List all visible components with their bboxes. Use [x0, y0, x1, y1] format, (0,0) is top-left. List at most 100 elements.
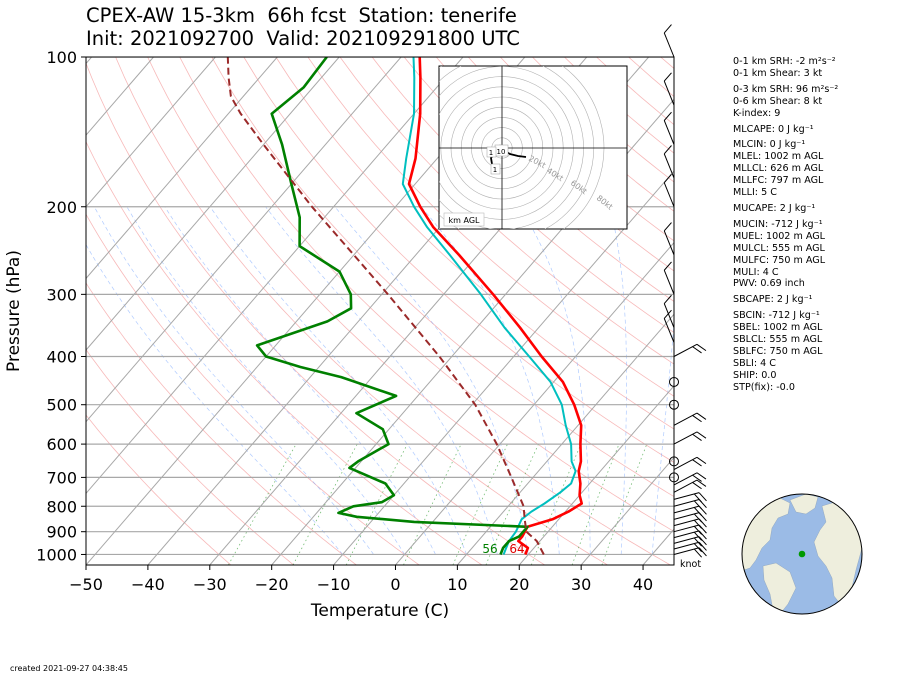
wind-barb [673, 536, 707, 547]
mixing-ratio-line [292, 443, 358, 565]
isotherm [580, 456, 674, 565]
index-row: MUCAPE: 2 J kg⁻¹ [733, 202, 816, 214]
x-tick-label: −50 [69, 575, 103, 594]
wind-barb [673, 541, 707, 553]
wind-barb [673, 512, 707, 523]
title-line-1: CPEX-AW 15-3km 66h fcst Station: tenerif… [86, 4, 517, 27]
index-row: SBCIN: -712 J kg⁻¹ [733, 310, 820, 322]
index-row: MULI: 4 C [733, 266, 779, 278]
dewpoint-profile [255, 57, 529, 555]
x-tick-label: 10 [447, 575, 467, 594]
wind-barb [663, 294, 675, 328]
temperature-profile [407, 57, 583, 555]
y-tick-label: 200 [46, 198, 77, 217]
x-tick-label: −30 [193, 575, 227, 594]
calm-wind-marker [669, 376, 679, 387]
globe-greenland [789, 494, 819, 515]
hodo-height-label-1a: 1 [489, 149, 493, 157]
axis-ticks: −50 −40 −30 −20 −10 0 10 20 30 40 100 200 300 400 500 6… [36, 48, 653, 594]
y-tick-label: 100 [46, 48, 77, 67]
dry-adiabat [435, 57, 674, 272]
virtual_temp-profile [401, 57, 577, 555]
index-row: MUCIN: -712 J kg⁻¹ [733, 218, 823, 230]
index-row: K-index: 9 [733, 107, 781, 119]
index-row: MLCAPE: 0 J kg⁻¹ [733, 123, 814, 135]
index-row: MLCIN: 0 J kg⁻¹ [733, 139, 806, 151]
index-row: SBEL: 1002 m AGL [733, 322, 823, 334]
knot-unit-label: knot [680, 559, 702, 570]
wind-barb [663, 174, 675, 207]
moist-adiabat [420, 206, 560, 555]
wind-barb [673, 412, 707, 426]
globe-south-america [762, 562, 797, 614]
isotherm [333, 170, 674, 565]
wind-barb [673, 456, 707, 470]
index-row: SBLFC: 750 m AGL [733, 345, 823, 357]
y-tick-label: 400 [46, 348, 77, 367]
index-row: MLLI: 5 C [733, 187, 777, 199]
y-tick-label: 1000 [36, 545, 77, 564]
isotherm [86, 57, 402, 423]
isotherm [395, 241, 674, 565]
x-axis-label: Temperature (C) [310, 601, 449, 621]
y-tick-label: 300 [46, 285, 77, 304]
created-timestamp: created 2021-09-27 04:38:45 [10, 664, 128, 673]
x-tick-label: −40 [131, 575, 165, 594]
moist-adiabat [126, 206, 405, 555]
x-tick-label: −10 [317, 575, 351, 594]
isotherm [86, 57, 340, 351]
y-tick-label: 900 [46, 523, 77, 542]
dry-adiabat [371, 57, 674, 333]
index-row: MUEL: 1002 m AGL [733, 230, 826, 242]
index-row: MULFC: 750 m AGL [733, 254, 826, 266]
moist-adiabat [93, 206, 374, 555]
hodo-unit-label: km AGL [449, 216, 481, 225]
dry-adiabat [86, 348, 294, 565]
y-tick-label: 600 [46, 435, 77, 454]
x-tick-label: 40 [633, 575, 653, 594]
x-tick-label: 20 [509, 575, 529, 594]
index-row: 0-3 km SRH: 96 m²s⁻² [733, 83, 839, 95]
plot-frame [85, 56, 675, 566]
mixing-ratio-line [228, 443, 297, 565]
wind-barb [673, 499, 707, 510]
index-row: MLEL: 1002 m AGL [733, 151, 824, 163]
x-tick-label: 30 [571, 575, 591, 594]
index-row: 0-1 km SRH: -2 m²s⁻² [733, 56, 836, 67]
y-axis-label: Pressure (hPa) [4, 250, 24, 372]
index-row: STP(fix): -0.0 [733, 381, 795, 393]
mixing-ratio-line [485, 443, 539, 565]
surface-temp-label: 64 [509, 542, 524, 556]
index-row: SBCAPE: 2 J kg⁻¹ [733, 294, 813, 306]
wind-barb [673, 505, 707, 516]
moist-adiabat [651, 320, 674, 555]
index-row: 0-6 km Shear: 8 kt [733, 95, 823, 107]
x-tick-label: −20 [255, 575, 289, 594]
y-tick-label: 800 [46, 497, 77, 516]
wind-barb [663, 72, 675, 106]
hodo-height-label-1b: 1 [493, 166, 497, 174]
wind-barb [673, 343, 707, 357]
profile-lines [226, 57, 583, 555]
moist-adiabat [519, 206, 591, 555]
moist-adiabat [609, 206, 627, 555]
station-globe [741, 493, 863, 615]
wind-barb [673, 431, 707, 445]
dry-adiabat [115, 57, 608, 565]
isotherm [86, 57, 464, 495]
dry-adiabat [275, 57, 674, 430]
moist-adiabat [86, 243, 343, 555]
isotherm [456, 313, 674, 565]
wind-barb [663, 261, 675, 295]
indices-panel: 0-1 km SRH: -2 m²s⁻² 0-1 km Shear: 3 kt 0-… [733, 56, 903, 394]
index-row: SBLI: 4 C [733, 357, 776, 369]
wind-barbs [663, 24, 707, 558]
mixing-ratio-line [452, 443, 508, 565]
wind-barb [673, 492, 707, 503]
isotherm [86, 57, 216, 208]
isotherm [518, 385, 674, 565]
index-row: 0-1 km Shear: 3 kt [733, 67, 823, 79]
station-marker [798, 550, 806, 558]
wind-barb [663, 24, 675, 58]
